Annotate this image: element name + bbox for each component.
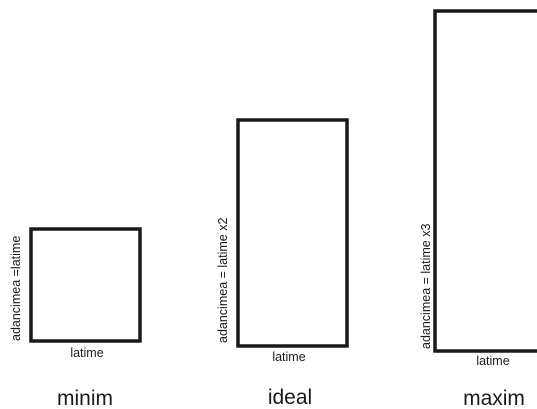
rectangle-group-maxim: adancimea = latime x3 latime maxim	[419, 9, 537, 409]
width-label-ideal: latime	[272, 350, 305, 364]
depth-label-maxim: adancimea = latime x3	[419, 224, 433, 349]
rectangle-minim	[29, 227, 142, 343]
rectangle-group-minim: adancimea =latime latime minim	[9, 227, 142, 409]
rectangle-group-ideal: adancimea = latime x2 latime ideal	[216, 118, 349, 409]
width-label-maxim: latime	[476, 354, 509, 368]
rectangle-maxim	[433, 9, 537, 353]
depth-label-ideal: adancimea = latime x2	[216, 218, 230, 343]
width-label-minim: latime	[70, 346, 103, 360]
rectangle-ideal	[236, 118, 349, 348]
size-label-maxim: maxim	[463, 387, 525, 409]
size-label-ideal: ideal	[268, 386, 312, 409]
size-label-minim: minim	[57, 387, 113, 409]
depth-label-minim: adancimea =latime	[9, 236, 23, 341]
